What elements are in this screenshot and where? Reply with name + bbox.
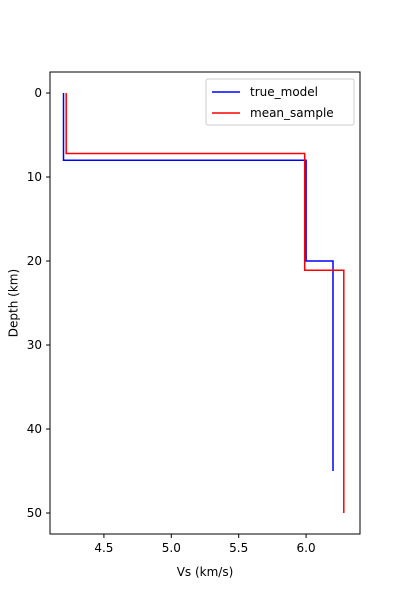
x-tick-label: 6.0 [297,541,316,555]
y-tick-label: 50 [27,506,42,520]
x-axis-ticks: 4.5 5.0 5.5 6.0 [94,534,316,555]
legend-box [205,78,355,126]
x-axis-label: Vs (km/s) [177,565,234,579]
y-tick-label: 30 [27,338,42,352]
x-tick-label: 5.0 [162,541,181,555]
y-tick-label: 0 [34,86,42,100]
legend-label-true-model: true_model [250,85,318,99]
y-tick-label: 20 [27,254,42,268]
y-tick-label: 40 [27,422,42,436]
series-lines [62,93,345,513]
plot-frame [49,71,361,535]
x-tick-label: 5.5 [229,541,248,555]
x-tick-label: 4.5 [94,541,113,555]
y-axis-label: Depth (km) [7,269,21,337]
legend: true_model mean_sample [205,78,355,126]
axes [49,71,361,535]
y-tick-label: 10 [27,170,42,184]
legend-label-mean-sample: mean_sample [250,106,334,120]
series-line-mean-sample [65,93,345,513]
series-line-true-model [62,93,334,471]
y-axis-ticks: 0 10 20 30 40 50 [27,86,50,520]
